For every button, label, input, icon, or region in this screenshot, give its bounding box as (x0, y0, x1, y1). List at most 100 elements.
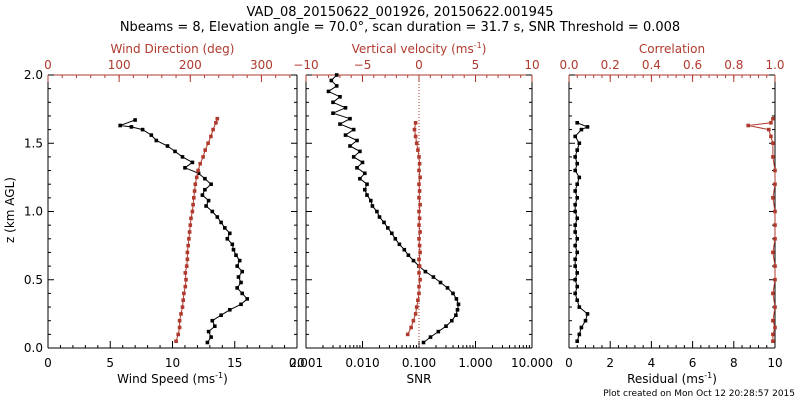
data-point (417, 189, 422, 193)
data-point (154, 138, 159, 143)
bottom-axis-title-sup: -1 (704, 371, 712, 380)
data-point (575, 216, 579, 221)
data-point (414, 305, 419, 309)
data-point (416, 298, 420, 302)
data-point (573, 257, 577, 262)
data-point (200, 193, 205, 197)
data-point (773, 305, 777, 309)
data-point (771, 196, 775, 200)
data-point (573, 243, 577, 248)
data-point (411, 318, 416, 323)
data-point (210, 209, 215, 214)
data-point (219, 220, 223, 225)
series-line (407, 122, 421, 335)
data-point (245, 297, 249, 301)
x-tick-label: 0.010 (345, 356, 379, 370)
data-point (421, 340, 426, 345)
top-tick-label: 100 (108, 58, 131, 72)
top-axis-title-text: Correlation (639, 42, 705, 56)
top-axis-title-sup: -1 (474, 41, 482, 50)
data-point (351, 155, 356, 159)
data-point (214, 121, 218, 125)
series-line (175, 118, 218, 342)
data-point (573, 264, 577, 268)
data-point (406, 253, 411, 257)
data-point (133, 118, 137, 122)
data-point (215, 215, 220, 219)
top-tick-label: −10 (293, 58, 318, 72)
data-point (575, 250, 579, 255)
data-point (417, 196, 421, 200)
data-point (771, 250, 775, 255)
data-point (771, 332, 775, 337)
x-tick-label: 5 (106, 356, 114, 370)
data-point (240, 291, 244, 296)
data-point (413, 121, 418, 125)
data-point (329, 78, 334, 83)
data-point (417, 168, 421, 173)
data-point (393, 237, 398, 241)
data-point (773, 325, 777, 330)
data-point (418, 277, 422, 282)
data-point (176, 332, 180, 337)
bottom-axis-title: SNR (407, 372, 432, 386)
data-point (369, 198, 373, 203)
data-point (573, 223, 577, 227)
data-point (386, 226, 390, 230)
data-point (215, 116, 220, 121)
x-tick-label: 10 (767, 356, 782, 370)
figure-title-line2: Nbeams = 8, Elevation angle = 70.0°, sca… (120, 20, 680, 35)
top-tick-label: 5 (472, 58, 480, 72)
y-tick-label: 0.5 (24, 273, 43, 287)
top-axis-title-text: Wind Direction (deg) (111, 42, 235, 56)
x-tick-label: 20 (289, 356, 304, 370)
top-tick-label: 0.4 (642, 58, 661, 72)
data-point (219, 313, 223, 317)
data-point (189, 216, 193, 221)
top-axis-title-end: ) (482, 42, 487, 56)
data-point (360, 160, 365, 165)
data-point (338, 95, 342, 99)
data-point (771, 141, 775, 145)
data-point (769, 121, 773, 125)
data-point (375, 209, 379, 214)
data-point (773, 264, 777, 268)
data-point (575, 284, 579, 289)
data-point (573, 209, 577, 214)
data-point (239, 280, 243, 285)
data-point (573, 134, 577, 139)
data-point (140, 127, 145, 132)
x-tick-label: 10.000 (511, 356, 553, 370)
y-tick-label: 1.5 (24, 136, 43, 150)
top-tick-label: 10 (524, 58, 539, 72)
data-point (454, 313, 458, 317)
data-point (186, 243, 190, 248)
data-point (405, 332, 410, 337)
data-point (450, 318, 454, 323)
data-point (417, 284, 421, 289)
data-point (183, 271, 188, 275)
data-point (179, 312, 183, 316)
data-point (417, 155, 421, 159)
top-tick-label: 0.6 (683, 58, 702, 72)
data-point (348, 144, 352, 148)
data-point (456, 302, 461, 307)
data-point (181, 298, 185, 302)
data-point (575, 121, 579, 125)
data-point (413, 134, 418, 139)
data-point (228, 308, 232, 312)
data-point (234, 253, 238, 257)
data-point (177, 325, 182, 330)
top-tick-label: 300 (250, 58, 273, 72)
data-point (201, 155, 205, 159)
data-point (769, 134, 773, 139)
data-point (575, 339, 579, 343)
top-axis-title: Correlation (639, 42, 705, 56)
data-point (454, 297, 459, 301)
data-point (191, 202, 195, 207)
x-tick-label: 10 (165, 356, 180, 370)
data-point (149, 133, 154, 137)
data-point (192, 189, 197, 193)
x-tick-label: 0 (44, 356, 52, 370)
